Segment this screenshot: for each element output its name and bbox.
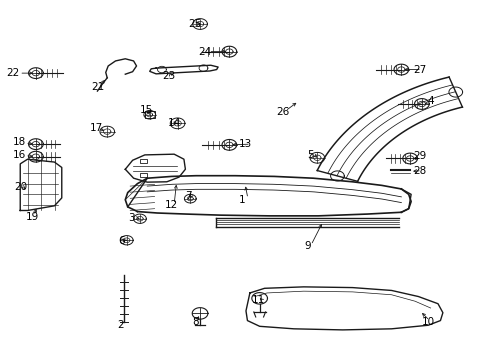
Text: 16: 16 (13, 150, 26, 160)
Text: 8: 8 (192, 317, 198, 327)
Text: 15: 15 (140, 105, 153, 115)
Text: 24: 24 (198, 46, 212, 57)
Bar (145, 111, 155, 118)
Text: 12: 12 (165, 200, 178, 210)
Text: 23: 23 (163, 71, 176, 81)
Text: 2: 2 (117, 320, 123, 330)
Text: 11: 11 (252, 295, 265, 305)
Text: 26: 26 (276, 107, 290, 117)
Text: 25: 25 (189, 19, 202, 29)
Bar (140, 159, 147, 163)
Text: 9: 9 (304, 241, 311, 251)
Text: 19: 19 (26, 212, 39, 221)
Text: 1: 1 (239, 195, 246, 205)
Text: 10: 10 (422, 317, 435, 327)
Text: 17: 17 (89, 123, 102, 133)
Text: 6: 6 (119, 236, 125, 246)
Text: 5: 5 (308, 150, 314, 160)
Text: 4: 4 (427, 96, 434, 106)
Text: 18: 18 (13, 138, 26, 147)
Text: 20: 20 (15, 182, 28, 192)
Text: 7: 7 (186, 191, 192, 201)
Text: 29: 29 (413, 150, 427, 161)
Text: 28: 28 (413, 166, 427, 176)
Text: 14: 14 (168, 118, 181, 128)
Text: 27: 27 (413, 64, 427, 75)
Text: 13: 13 (238, 139, 252, 149)
Text: 22: 22 (6, 68, 20, 78)
Text: 21: 21 (91, 82, 104, 92)
Bar (140, 173, 147, 177)
Text: 3: 3 (128, 213, 135, 222)
